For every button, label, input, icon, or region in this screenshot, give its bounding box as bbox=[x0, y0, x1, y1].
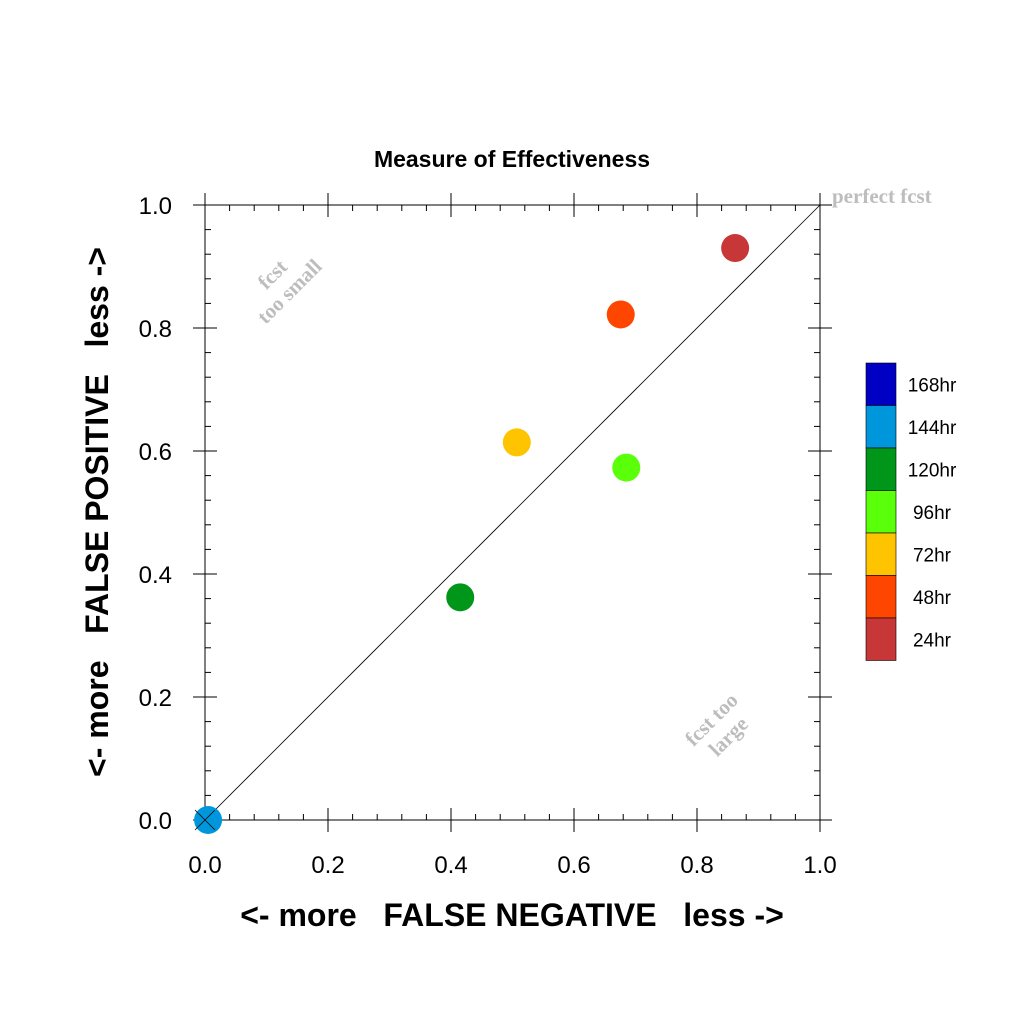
y-tick-label: 1.0 bbox=[139, 193, 172, 220]
point-96hr bbox=[612, 453, 641, 482]
y-tick-label: 0.0 bbox=[139, 808, 172, 835]
chart-title: Measure of Effectiveness bbox=[374, 146, 650, 172]
data-points bbox=[194, 234, 750, 834]
legend-label-120hr: 120hr bbox=[908, 460, 957, 481]
legend-swatch-24hr bbox=[865, 617, 897, 661]
legend-swatch-120hr bbox=[865, 447, 897, 491]
x-axis-label: <- more FALSE NEGATIVE less -> bbox=[240, 897, 784, 933]
x-tick-label: 0.8 bbox=[680, 852, 713, 879]
y-tick-label: 0.8 bbox=[139, 316, 172, 343]
y-axis-label: <- more FALSE POSITIVE less -> bbox=[79, 247, 115, 777]
legend-swatch-72hr bbox=[865, 532, 897, 576]
perfect-forecast-line bbox=[204, 204, 821, 821]
legend-swatch-48hr bbox=[865, 575, 897, 619]
origin-marker bbox=[194, 809, 216, 831]
axis-ticks bbox=[193, 193, 832, 832]
point-24hr bbox=[721, 234, 750, 263]
y-tick-labels: 0.0 0.2 0.4 0.6 0.8 1.0 bbox=[139, 193, 172, 835]
legend-label-72hr: 72hr bbox=[913, 545, 952, 566]
point-144hr bbox=[194, 806, 223, 834]
y-tick-label: 0.2 bbox=[139, 685, 172, 712]
legend-label-24hr: 24hr bbox=[913, 630, 952, 651]
x-tick-label: 0.2 bbox=[311, 852, 344, 879]
legend-label-168hr: 168hr bbox=[908, 375, 957, 396]
x-tick-labels: 0.0 0.2 0.4 0.6 0.8 1.0 bbox=[188, 852, 836, 879]
legend-label-144hr: 144hr bbox=[908, 418, 957, 439]
point-48hr bbox=[606, 300, 635, 329]
perfect-fcst-label: perfect fcst bbox=[832, 184, 932, 208]
legend-swatch-96hr bbox=[865, 490, 897, 534]
legend-swatch-168hr bbox=[865, 362, 897, 406]
legend: 168hr 144hr 120hr 96hr 72hr 48hr 24hr bbox=[865, 362, 957, 661]
legend-label-48hr: 48hr bbox=[913, 588, 952, 609]
legend-label-96hr: 96hr bbox=[913, 503, 952, 524]
x-tick-label: 0.4 bbox=[434, 852, 467, 879]
point-72hr bbox=[502, 428, 531, 457]
x-tick-label: 1.0 bbox=[803, 852, 836, 879]
point-120hr bbox=[446, 583, 475, 612]
y-tick-label: 0.4 bbox=[139, 562, 172, 589]
x-tick-label: 0.0 bbox=[188, 852, 221, 879]
legend-swatch-144hr bbox=[865, 405, 897, 449]
plot-frame bbox=[204, 204, 821, 821]
x-tick-label: 0.6 bbox=[557, 852, 590, 879]
y-tick-label: 0.6 bbox=[139, 439, 172, 466]
